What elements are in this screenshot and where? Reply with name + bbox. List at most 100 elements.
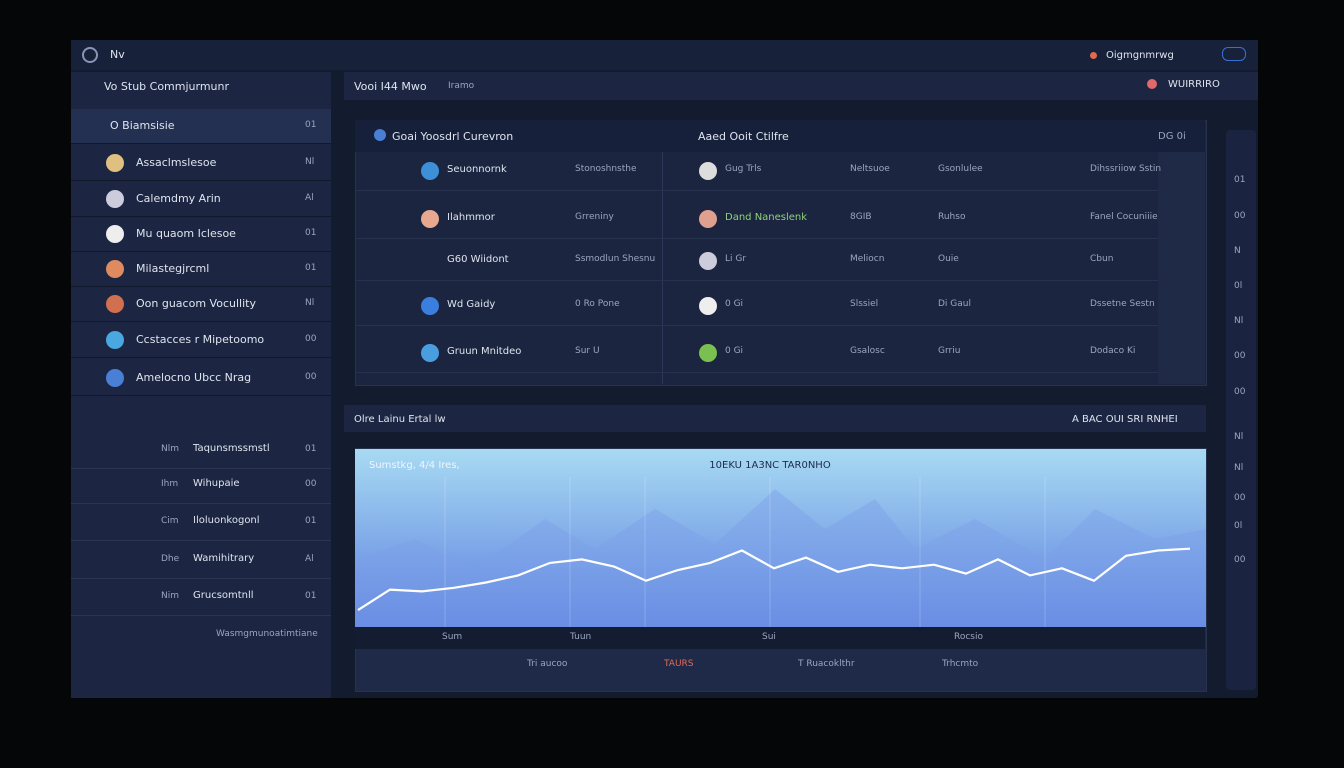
table-cell: Dodaco Ki	[1090, 346, 1136, 356]
table-title-2: Aaed Ooit Ctilfre	[698, 130, 789, 143]
section-label[interactable]: Taqunsmssmstl	[193, 443, 270, 454]
section-label[interactable]: Iloluonkogonl	[193, 515, 260, 526]
main-badge: WUIRRIRO	[1168, 79, 1220, 90]
section-value: Al	[305, 554, 314, 564]
x-tick-label: Tuun	[570, 632, 592, 642]
data-line	[357, 547, 1191, 612]
sidebar-item-label[interactable]: Oon guacom Vocullity	[136, 297, 256, 310]
row-icon	[421, 162, 439, 180]
backdrop-shape	[355, 489, 1206, 627]
rail-label: Nl	[1234, 316, 1244, 326]
section-tag: Dhe	[161, 554, 180, 564]
x-axis-bar	[355, 627, 1205, 649]
sidebar-item-value: Nl	[305, 298, 315, 308]
chart-footer-label[interactable]: T Ruacoklthr	[798, 659, 855, 669]
sidebar-item-value: 00	[305, 372, 317, 382]
rail-label: 00	[1234, 387, 1246, 397]
table-cell[interactable]: Gruun Mnitdeo	[447, 346, 522, 357]
table-corner: DG 0i	[1158, 131, 1186, 142]
table-cell: Stonoshnsthe	[575, 164, 637, 174]
section-label[interactable]: Wamihitrary	[193, 553, 255, 564]
main-tab[interactable]: Iramo	[448, 81, 475, 91]
table-card	[355, 120, 1207, 386]
sidebar-item-value: Al	[305, 193, 314, 203]
chart-footer-label[interactable]: TAURS	[664, 659, 694, 669]
section-label[interactable]: Grucsomtnll	[193, 590, 254, 601]
section-tag: Nlm	[161, 444, 179, 454]
row-icon	[421, 344, 439, 362]
section-row[interactable]	[71, 543, 331, 579]
rail-label: N	[1234, 246, 1241, 256]
scroll-column	[1158, 152, 1205, 384]
row-icon-2	[699, 162, 717, 180]
main-header	[344, 72, 1258, 100]
rail-label: 0l	[1234, 521, 1243, 531]
toggle[interactable]	[1222, 47, 1246, 61]
user-name[interactable]: Oigmgnmrwg	[1106, 50, 1174, 61]
chart-footer-label[interactable]: Tri aucoo	[527, 659, 568, 669]
section-tag: Ihm	[161, 479, 179, 489]
table-cell: Gug Trls	[725, 164, 762, 174]
table-cell: Di Gaul	[938, 299, 971, 309]
chart-section-title: Olre Lainu Ertal lw	[354, 414, 446, 425]
table-cell[interactable]: Seuonnornk	[447, 164, 507, 175]
sidebar-item-label[interactable]: Calemdmy Arin	[136, 192, 221, 205]
sidebar-item-label[interactable]: Mu quaom Iclesoe	[136, 227, 236, 240]
table-cell: Fanel Cocuniiie	[1090, 212, 1158, 222]
table-cell: Dssetne Sestn	[1090, 299, 1155, 309]
sidebar-row[interactable]	[71, 109, 331, 144]
right-rail	[1226, 130, 1256, 690]
table-cell: Slssiel	[850, 299, 879, 309]
table-cell: Meliocn	[850, 254, 885, 264]
rail-label: Nl	[1234, 463, 1244, 473]
table-cell: 0 Gi	[725, 299, 744, 309]
top-bar	[71, 40, 1258, 70]
table-cell: Gsonlulee	[938, 164, 983, 174]
table-cell[interactable]: Wd Gaidy	[447, 299, 496, 310]
table-cell: Gsalosc	[850, 346, 885, 356]
section-row[interactable]	[71, 580, 331, 616]
table-row-divider	[355, 372, 1158, 373]
sidebar-item-value: 01	[305, 263, 317, 273]
table-cell: Dand Naneslenk	[725, 212, 808, 223]
section-tag: Nim	[161, 591, 179, 601]
section-value: 01	[305, 516, 317, 526]
rail-label: 01	[1234, 175, 1246, 185]
sidebar-item-label[interactable]: Amelocno Ubcc Nrag	[136, 371, 252, 384]
sidebar-item-label[interactable]: Ccstacces r Mipetoomo	[136, 333, 265, 346]
section-row[interactable]	[71, 505, 331, 541]
table-cell: Ouie	[938, 254, 959, 264]
row-icon-2	[699, 297, 717, 315]
sidebar-item-label[interactable]: Milastegjrcml	[136, 262, 210, 275]
table-cell: Li Gr	[725, 254, 747, 264]
main-title[interactable]: Vooi I44 Mwo	[354, 80, 427, 93]
table-header	[355, 120, 1205, 152]
section-value: 01	[305, 444, 317, 454]
table-cell: 0 Ro Pone	[575, 299, 620, 309]
section-value: 00	[305, 479, 317, 489]
app-title: Nv	[110, 48, 125, 61]
chart-footer-label[interactable]: Trhcmto	[942, 659, 979, 669]
x-tick-label: Rocsio	[954, 632, 983, 642]
column-divider	[662, 152, 663, 384]
sidebar-header: Vo Stub Commjurmunr	[104, 80, 230, 93]
item-icon	[106, 331, 124, 349]
sidebar-item-label[interactable]: O Biamsisie	[110, 119, 175, 132]
table-cell: Sur U	[575, 346, 600, 356]
table-cell: Neltsuoe	[850, 164, 890, 174]
x-tick-label: Sum	[442, 632, 463, 642]
section-row[interactable]	[71, 468, 331, 504]
rail-label: 00	[1234, 211, 1246, 221]
sidebar-footer: Wasmgmunoatimtiane	[216, 629, 318, 639]
section-label[interactable]: Wihupaie	[193, 478, 240, 489]
item-icon	[106, 260, 124, 278]
table-icon	[374, 129, 386, 141]
table-cell[interactable]: Ilahmmor	[447, 212, 495, 223]
table-cell: Grreniny	[575, 212, 614, 222]
table-cell: 8GIB	[850, 212, 872, 222]
table-cell[interactable]: G60 Wiidont	[447, 254, 509, 265]
section-row[interactable]	[71, 433, 331, 469]
search-icon[interactable]	[82, 47, 98, 63]
sidebar-item-label[interactable]: Assaclmslesoe	[136, 156, 217, 169]
chart-title: 10EKU 1A3NC TAR0NHO	[709, 460, 831, 471]
